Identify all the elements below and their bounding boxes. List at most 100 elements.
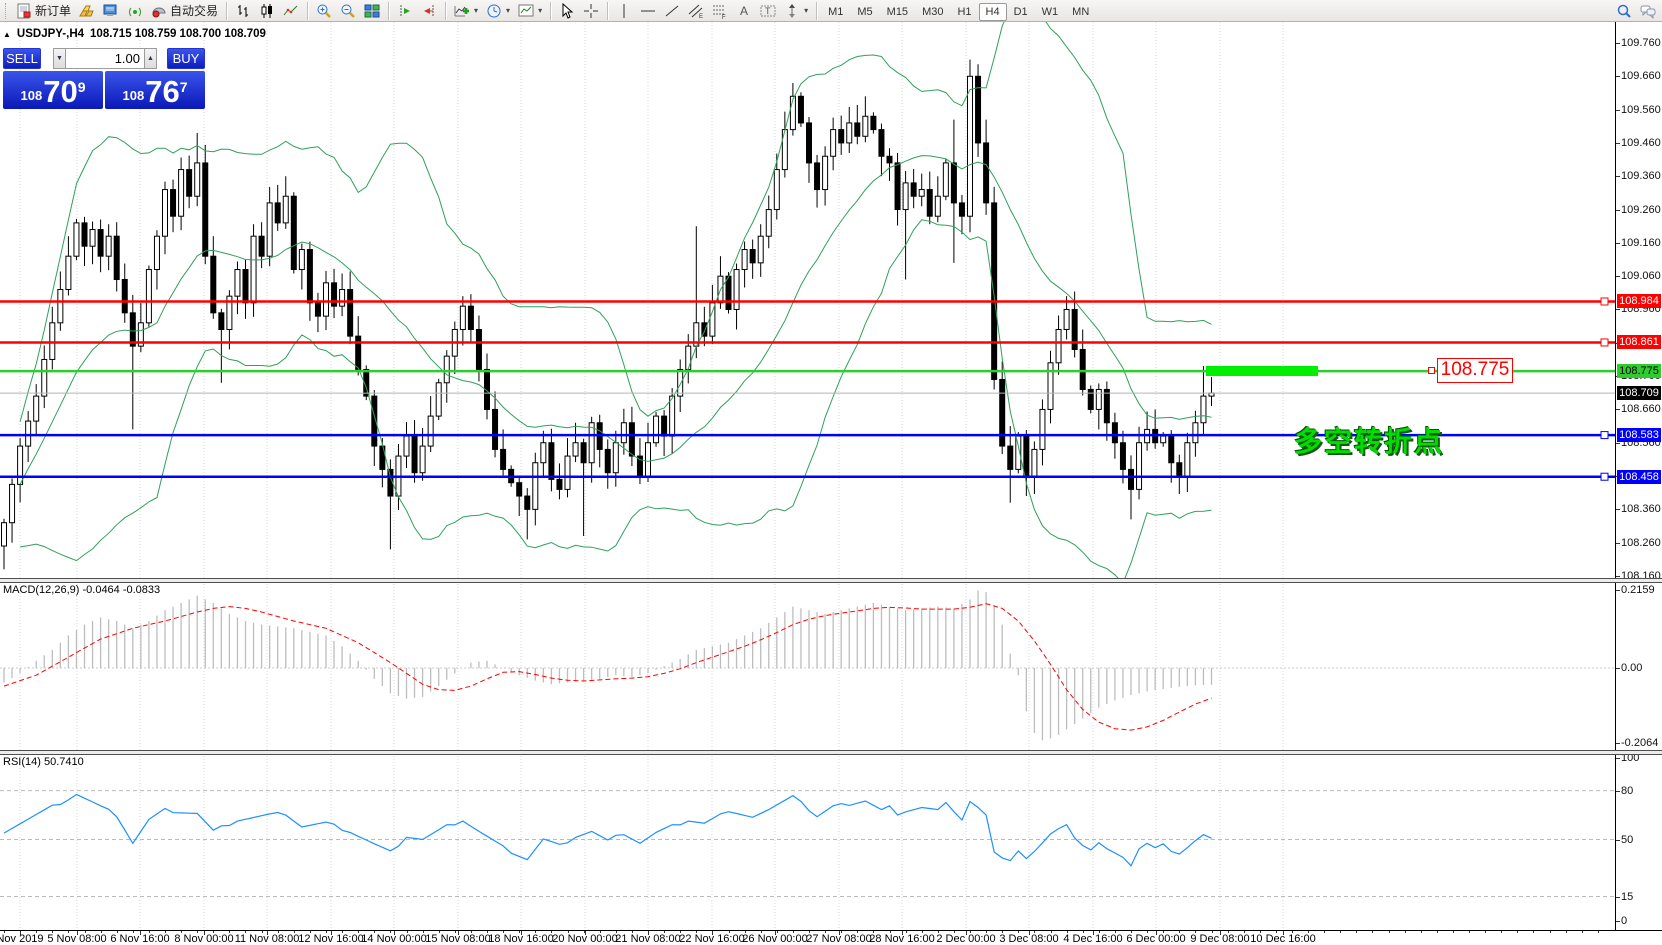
toolbar-grip[interactable]: [5, 2, 9, 19]
time-label: 18 Nov 16:00: [488, 933, 554, 945]
time-tick-minor: [1324, 931, 1325, 933]
time-tick-minor: [52, 931, 53, 933]
time-tick-minor: [1372, 931, 1373, 933]
gold-button[interactable]: [75, 1, 99, 21]
highlight-bar-annotation[interactable]: [1206, 366, 1318, 376]
periods-button[interactable]: ▾: [482, 1, 514, 21]
candlestick-series[interactable]: [1, 59, 1215, 570]
trend-line-button[interactable]: [660, 1, 684, 21]
macd-indicator-canvas[interactable]: [0, 581, 1615, 750]
bollinger-band-line[interactable]: [19, 22, 1212, 422]
main-chart-canvas[interactable]: [0, 22, 1615, 578]
tab-timeframe-mn[interactable]: MN: [1072, 5, 1090, 18]
tab-timeframe-h4[interactable]: H4: [978, 2, 1007, 21]
new-order-icon: [16, 3, 32, 19]
macd-tick: -0.2064: [1621, 736, 1659, 749]
time-tick-minor: [1147, 931, 1148, 933]
volume-input[interactable]: 1.00: [66, 48, 144, 69]
tab-timeframe-h1[interactable]: H1: [957, 5, 972, 18]
time-label: 4 Dec 16:00: [1063, 933, 1123, 945]
templates-icon: [518, 3, 534, 19]
templates-button[interactable]: ▾: [514, 1, 546, 21]
pane-separator[interactable]: [0, 750, 1662, 755]
price-tick: 108.660: [1621, 403, 1661, 416]
auto-scroll-button[interactable]: [417, 1, 441, 21]
new-order-label: 新订单: [35, 4, 72, 18]
vertical-line-button[interactable]: [612, 1, 636, 21]
indicators-button[interactable]: ▾: [450, 1, 482, 21]
market-watch-button[interactable]: [99, 1, 123, 21]
time-tick-minor: [1469, 931, 1470, 933]
note-text-annotation[interactable]: 多空转折点: [1294, 426, 1445, 457]
tab-timeframe-w1[interactable]: W1: [1041, 5, 1059, 18]
search-button[interactable]: [1612, 1, 1636, 21]
zoom-out-icon: [340, 3, 356, 19]
time-tick-minor: [149, 931, 150, 933]
hline-handle[interactable]: [1600, 297, 1609, 306]
text-label-button[interactable]: T: [756, 1, 780, 21]
svg-text:F: F: [722, 15, 726, 19]
auto-trading-label: 自动交易: [170, 4, 219, 18]
tab-timeframe-m15[interactable]: M15: [886, 5, 909, 18]
bollinger-band-line[interactable]: [19, 155, 1212, 485]
equidistant-channel-button[interactable]: E: [684, 1, 708, 21]
time-tick-minor: [1550, 931, 1551, 933]
pane-separator[interactable]: [0, 578, 1662, 583]
time-tick-minor: [551, 931, 552, 933]
bar-chart-button[interactable]: [231, 1, 255, 21]
hline-handle[interactable]: [1600, 472, 1609, 481]
chat-button[interactable]: [1636, 1, 1660, 21]
buy-button[interactable]: BUY: [167, 48, 205, 69]
time-tick-minor: [487, 931, 488, 933]
crosshair-button[interactable]: [579, 1, 603, 21]
tab-timeframe-d1[interactable]: D1: [1013, 5, 1028, 18]
collapse-panel-icon[interactable]: ▲: [3, 29, 11, 39]
price-callout-anchor[interactable]: [1428, 367, 1435, 374]
text-button[interactable]: A: [732, 1, 756, 21]
rsi-tick-mark: [1616, 921, 1620, 922]
time-tick-minor: [310, 931, 311, 933]
rsi-tick: 80: [1621, 784, 1634, 797]
bollinger-band-line[interactable]: [20, 219, 1212, 578]
main-toolbar: 新订单 自动交易 ▾ ▾ ▾ E F A T ▾: [0, 0, 1662, 22]
price-callout[interactable]: 108.775: [1437, 358, 1513, 383]
zoom-in-button[interactable]: [312, 1, 336, 21]
auto-trading-button[interactable]: 自动交易: [147, 1, 222, 21]
time-tick-minor: [1002, 931, 1003, 933]
time-tick-minor: [1485, 931, 1486, 933]
hline-handle[interactable]: [1600, 338, 1609, 347]
tab-timeframe-m5[interactable]: M5: [857, 5, 873, 18]
horizontal-line-button[interactable]: [636, 1, 660, 21]
volume-increase-button[interactable]: ▲: [144, 48, 157, 69]
time-axis[interactable]: Nov 2019 5 Nov 08:00 6 Nov 16:00 8 Nov 00:0…: [0, 930, 1662, 945]
fibonacci-button[interactable]: F: [708, 1, 732, 21]
tab-timeframe-m30[interactable]: M30: [922, 5, 944, 18]
time-tick-minor: [1276, 931, 1277, 933]
tab-timeframe-m1[interactable]: M1: [828, 5, 844, 18]
price-tick: 108.260: [1621, 536, 1661, 549]
price-tick-mark: [1616, 42, 1620, 44]
chart-shift-button[interactable]: [393, 1, 417, 21]
sell-button[interactable]: SELL: [3, 48, 41, 69]
time-tick-minor: [4, 931, 5, 933]
time-tick-minor: [374, 931, 375, 933]
buy-price-box[interactable]: 108 76 7: [105, 71, 205, 109]
rsi-indicator-canvas[interactable]: [0, 753, 1615, 930]
rsi-tick-mark: [1616, 839, 1620, 841]
signal-button[interactable]: [123, 1, 147, 21]
time-label: 15 Nov 08:00: [425, 933, 491, 945]
tile-windows-button[interactable]: [360, 1, 384, 21]
time-label: 12 Nov 16:00: [298, 933, 364, 945]
cursor-button[interactable]: [555, 1, 579, 21]
volume-decrease-button[interactable]: ▼: [53, 48, 66, 69]
hline-handle[interactable]: [1600, 431, 1609, 440]
arrows-button[interactable]: ▾: [780, 1, 812, 21]
time-tick-minor: [85, 931, 86, 933]
time-tick-major: [1029, 931, 1030, 935]
sell-price-box[interactable]: 108 70 9: [3, 71, 103, 109]
line-chart-button[interactable]: [279, 1, 303, 21]
candlestick-chart-button[interactable]: [255, 1, 279, 21]
new-order-button[interactable]: 新订单: [12, 1, 75, 21]
zoom-out-button[interactable]: [336, 1, 360, 21]
price-axis[interactable]: 109.760 109.660 109.560 109.460 109.360 109.2…: [1616, 22, 1662, 945]
